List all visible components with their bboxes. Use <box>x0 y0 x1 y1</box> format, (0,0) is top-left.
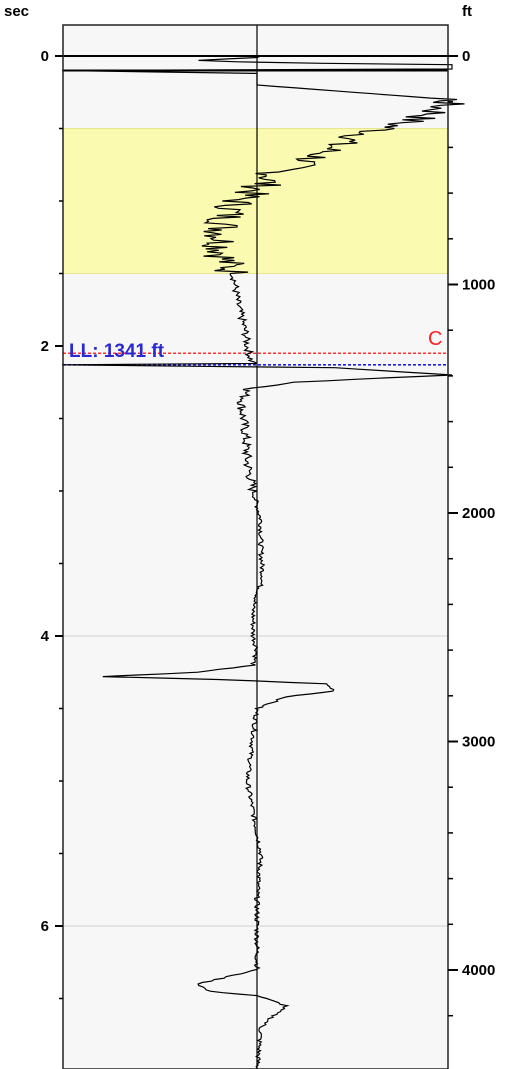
left-tick-label: 0 <box>41 48 49 65</box>
left-tick-label: 6 <box>41 918 49 935</box>
trace-layer <box>61 25 465 1069</box>
axis-layer: 0 2 4 6 0 1000 2000 3000 4000 <box>41 24 495 1069</box>
waveform-trace <box>61 55 465 1069</box>
left-tick-label: 4 <box>41 628 50 645</box>
right-tick-label: 2000 <box>462 505 495 522</box>
right-tick-label: 0 <box>462 48 470 65</box>
highlight-band-layer <box>62 128 449 274</box>
c-marker-label: C <box>428 328 442 350</box>
ll-label: LL: 1341 ft <box>69 341 165 362</box>
plot-frame <box>62 24 449 1069</box>
highlight-band <box>62 128 449 274</box>
right-tick-label: 1000 <box>462 277 495 294</box>
right-tick-label: 3000 <box>462 734 495 751</box>
left-tick-label: 2 <box>41 338 49 355</box>
right-axis-label: ft <box>462 3 472 20</box>
left-axis-label: sec <box>4 3 29 20</box>
right-tick-label: 4000 <box>462 962 495 979</box>
grid-layer <box>63 635 448 927</box>
